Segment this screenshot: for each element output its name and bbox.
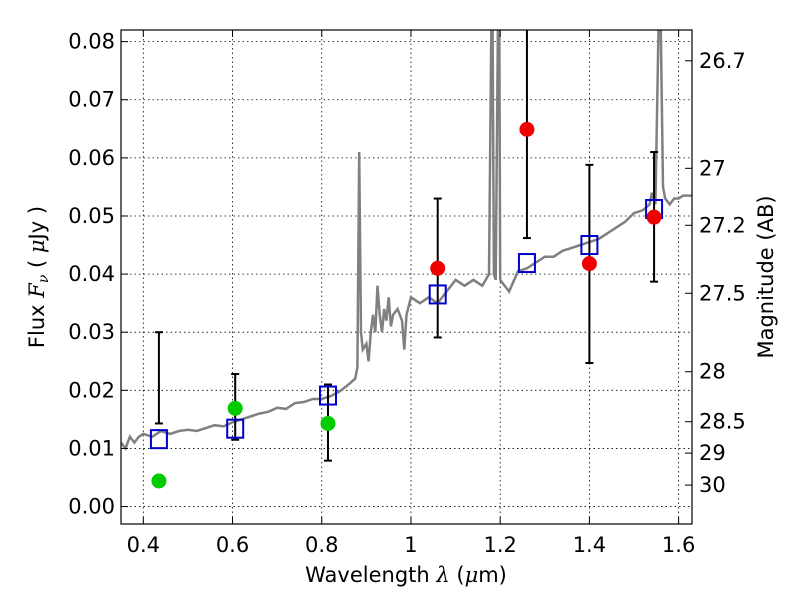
y-tick-label: 0.08	[68, 30, 115, 54]
x-axis-ticks: 0.4 0.6 0.8 1 1.2 1.4 1.6	[127, 30, 695, 557]
grid-lines	[121, 30, 692, 524]
magnitude-tick-label: 30	[699, 473, 726, 497]
y-tick-label: 0.07	[68, 88, 115, 112]
x-tick-label: 1.6	[662, 533, 695, 557]
x-tick-label: 0.8	[305, 533, 338, 557]
observed-point-red	[581, 256, 597, 272]
y-tick-label: 0.00	[68, 495, 115, 519]
magnitude-tick-label: 26.7	[699, 49, 746, 73]
model-photometry-square	[428, 284, 447, 305]
model-spectrum-line	[121, 30, 692, 451]
observed-point-red	[646, 209, 662, 225]
model-photometry-square	[517, 253, 536, 274]
y-axis-label: Flux Fν ( μJy )	[25, 206, 52, 348]
y-axis-ticks: 0.00 0.01 0.02 0.03 0.04 0.05 0.06 0.07 0.08	[68, 30, 128, 519]
x-tick-label: 1	[404, 533, 417, 557]
observed-point-green	[151, 473, 167, 489]
y-tick-label: 0.04	[68, 262, 115, 286]
model-photometry-square	[580, 235, 599, 256]
x-tick-label: 0.4	[127, 533, 160, 557]
x-tick-label: 0.6	[216, 533, 249, 557]
y-tick-label: 0.05	[68, 204, 115, 228]
x-tick-label: 1.4	[573, 533, 606, 557]
model-photometry-square	[318, 385, 337, 406]
observed-point-green	[227, 400, 243, 416]
error-bars	[154, 30, 659, 462]
model-photometry-square	[226, 418, 245, 439]
magnitude-axis-label: Magnitude (AB)	[754, 195, 778, 358]
y-tick-label: 0.01	[68, 436, 115, 460]
magnitude-tick-label: 29	[699, 441, 726, 465]
observed-point-red	[519, 121, 535, 137]
magnitude-tick-label: 28.5	[699, 410, 746, 434]
x-tick-label: 1.2	[483, 533, 516, 557]
y-tick-label: 0.06	[68, 146, 115, 170]
x-axis-label: Wavelength λ (μm)	[305, 563, 507, 587]
magnitude-tick-label: 27	[699, 156, 726, 180]
magnitude-tick-label: 28	[699, 360, 726, 384]
model-photometry-square	[149, 429, 168, 450]
observed-point-red	[430, 260, 446, 276]
y-tick-label: 0.02	[68, 378, 115, 402]
magnitude-tick-label: 27.2	[699, 213, 746, 237]
magnitude-tick-label: 27.5	[699, 281, 746, 305]
plot-frame	[120, 29, 693, 525]
data-markers	[149, 121, 664, 489]
magnitude-axis-ticks: 26.7 27 27.2 27.5 28 28.5 29 30	[685, 49, 746, 497]
y-tick-label: 0.03	[68, 320, 115, 344]
observed-point-green	[320, 415, 336, 431]
